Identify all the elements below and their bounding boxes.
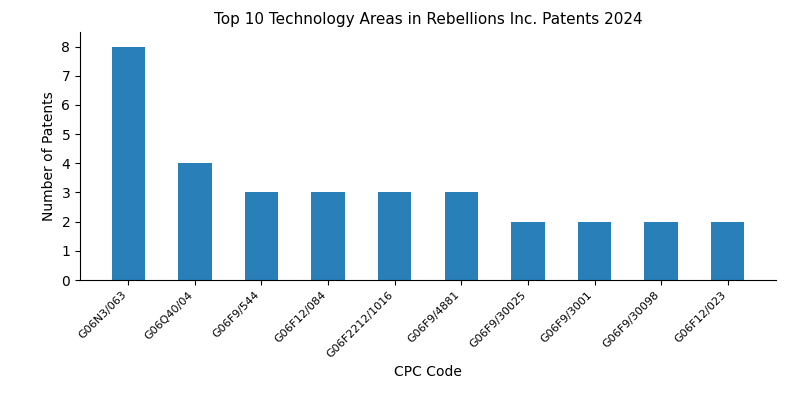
Bar [578, 222, 611, 280]
Bar [511, 222, 545, 280]
Bar [445, 192, 478, 280]
Bar [178, 163, 211, 280]
Bar [112, 46, 145, 280]
Y-axis label: Number of Patents: Number of Patents [42, 91, 56, 221]
Title: Top 10 Technology Areas in Rebellions Inc. Patents 2024: Top 10 Technology Areas in Rebellions In… [214, 12, 642, 27]
Bar [245, 192, 278, 280]
Bar [711, 222, 744, 280]
Bar [311, 192, 345, 280]
Bar [645, 222, 678, 280]
X-axis label: CPC Code: CPC Code [394, 365, 462, 379]
Bar [378, 192, 411, 280]
